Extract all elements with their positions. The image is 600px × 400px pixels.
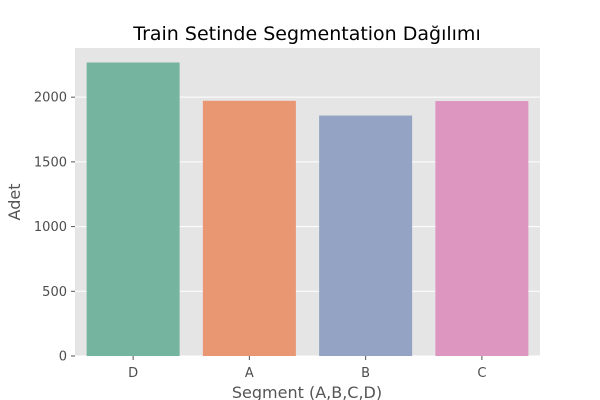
bar-b	[319, 115, 413, 356]
y-tick-label: 1000	[34, 220, 67, 235]
x-tick-label-a: A	[245, 366, 254, 381]
y-tick-label: 0	[59, 350, 67, 365]
chart-title: Train Setinde Segmentation Dağılımı	[132, 23, 480, 45]
x-axis-label: Segment (A,B,C,D)	[232, 383, 382, 400]
x-tick-label-d: D	[128, 366, 138, 381]
bars	[86, 62, 529, 357]
y-tick-label: 2000	[34, 91, 67, 106]
y-axis-ticks: 0 500 1000 1500 2000	[34, 91, 75, 365]
bar-d	[86, 62, 180, 357]
y-tick-label: 500	[42, 285, 67, 300]
x-tick-label-b: B	[361, 366, 370, 381]
bar-a	[202, 100, 296, 356]
x-tick-label-c: C	[477, 366, 486, 381]
bar-c	[435, 101, 529, 356]
y-tick-label: 1500	[34, 155, 67, 170]
y-axis-label: Adet	[5, 184, 24, 221]
